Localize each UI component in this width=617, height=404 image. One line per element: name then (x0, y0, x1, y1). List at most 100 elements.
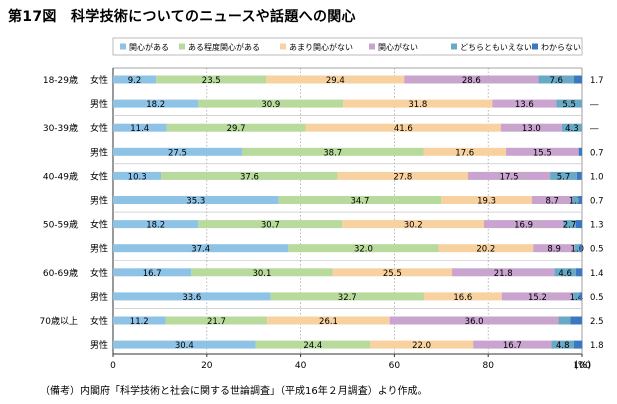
legend-label-3: 関心がない (378, 42, 418, 52)
gender-label-4-0: 女性 (90, 267, 108, 279)
bar-0-0-1 (156, 75, 267, 84)
bar-0-1-1 (198, 99, 344, 108)
value-label-0-0-2: 29.4 (326, 76, 345, 86)
value-label-4-1-5: 0.5 (590, 293, 604, 303)
bar-4-1-3 (501, 292, 574, 301)
bar-2-1-2 (441, 196, 532, 204)
bar-4-0-2 (332, 268, 453, 277)
value-label-1-0-5: ― (590, 124, 599, 134)
value-label-5-0-2: 26.1 (319, 317, 338, 327)
bar-4-1-2 (423, 292, 502, 301)
value-label-2-1-5: 0.7 (590, 197, 604, 207)
value-label-3-1-5: 0.5 (590, 245, 604, 255)
value-label-5-1-5: 1.8 (590, 341, 604, 351)
value-label-4-0-1: 30.1 (252, 269, 271, 279)
bar-3-1-3 (533, 244, 575, 253)
value-label-1-0-0: 11.4 (130, 124, 149, 134)
age-label-0: 18-29歳 (43, 74, 78, 86)
gender-label-2-1: 男性 (90, 195, 108, 207)
bar-4-0-1 (191, 268, 333, 277)
legend-box (112, 37, 583, 56)
age-label-2: 40-49歳 (43, 170, 78, 182)
value-label-4-1-1: 32.7 (338, 293, 357, 303)
age-label-3: 50-59歳 (43, 219, 78, 231)
gender-label-3-0: 女性 (90, 219, 108, 231)
value-label-5-0-3: 36.0 (465, 317, 484, 327)
gender-label-5-0: 女性 (90, 315, 108, 327)
value-label-3-0-3: 16.9 (514, 221, 533, 231)
value-label-2-1-2: 19.3 (477, 197, 496, 207)
value-label-3-0-4: 2.7 (563, 221, 577, 231)
age-label-1: 30-39歳 (43, 122, 78, 134)
legend-swatch-1 (179, 43, 185, 50)
bar-2-1-4 (572, 196, 579, 204)
bar-1-1-1 (241, 147, 424, 156)
x-tick-label-100: 100 (573, 361, 590, 371)
value-label-3-1-1: 32.0 (354, 245, 373, 255)
value-label-0-1-0: 18.2 (146, 100, 165, 110)
value-label-3-1-2: 20.2 (476, 245, 495, 255)
value-label-0-0-0: 9.2 (128, 76, 142, 86)
legend-swatch-5 (532, 43, 538, 50)
age-label-4: 60-69歳 (43, 267, 78, 279)
bar-5-0-5 (570, 316, 582, 325)
value-label-4-1-4: 1.4 (570, 293, 584, 303)
bar-0-0-2 (266, 75, 405, 84)
bar-3-0-3 (483, 220, 564, 229)
bar-1-0-1 (166, 123, 306, 132)
bar-2-0-1 (161, 171, 338, 180)
bar-1-1-5 (578, 147, 582, 156)
bar-5-1-5 (574, 340, 583, 349)
value-label-3-0-1: 30.7 (261, 221, 280, 231)
value-label-0-1-2: 31.8 (408, 100, 427, 110)
bar-3-1-1 (288, 244, 439, 253)
bar-0-1-4 (556, 99, 582, 108)
value-label-2-0-2: 27.8 (393, 172, 412, 182)
bar-3-0-0 (113, 220, 199, 229)
bar-4-1-4 (573, 292, 580, 301)
legend-swatch-4 (451, 43, 457, 50)
value-label-3-0-5: 1.3 (590, 221, 604, 231)
bar-4-0-5 (575, 268, 583, 277)
x-tick-label-80: 80 (482, 361, 494, 371)
gender-label-2-0: 女性 (90, 170, 108, 182)
bar-4-1-0 (113, 292, 271, 301)
value-label-4-0-2: 25.5 (383, 269, 402, 279)
value-label-1-1-5: 0.7 (590, 148, 604, 158)
bar-5-1-3 (473, 340, 552, 349)
x-tick-label-40: 40 (295, 361, 307, 371)
bar-2-0-2 (337, 171, 469, 180)
value-label-1-0-2: 41.6 (394, 124, 413, 134)
gender-label-1-0: 女性 (90, 122, 108, 134)
bar-4-1-1 (270, 292, 424, 301)
value-label-1-0-3: 13.0 (522, 124, 541, 134)
value-label-3-1-0: 37.4 (191, 245, 210, 255)
value-label-2-0-1: 37.6 (240, 172, 259, 182)
value-label-0-1-4: 5.5 (562, 100, 576, 110)
bar-2-1-0 (113, 196, 279, 204)
legend-label-1: ある程度関心がある (188, 42, 260, 52)
bar-1-0-0 (113, 123, 167, 132)
gender-label-1-1: 男性 (90, 146, 108, 158)
bar-3-1-4 (574, 244, 580, 253)
value-label-3-0-2: 30.2 (404, 221, 423, 231)
value-label-4-1-3: 15.2 (528, 293, 547, 303)
legend-swatch-3 (369, 43, 375, 50)
bar-2-1-5 (578, 196, 582, 204)
value-label-0-0-5: 1.7 (590, 76, 604, 86)
value-label-4-0-3: 21.8 (494, 269, 513, 279)
value-label-5-0-1: 21.7 (207, 317, 226, 327)
bar-1-1-0 (113, 147, 242, 156)
bar-5-1-4 (551, 340, 575, 349)
bar-5-0-4 (558, 316, 571, 325)
x-tick-label-20: 20 (201, 361, 213, 371)
bar-3-0-2 (342, 220, 484, 229)
value-label-2-0-0: 10.3 (128, 172, 147, 182)
gender-label-0-0: 女性 (90, 74, 108, 86)
value-label-1-1-1: 38.7 (323, 148, 342, 158)
bar-4-0-3 (452, 268, 555, 277)
bar-3-0-5 (575, 220, 582, 229)
bar-2-0-3 (468, 171, 551, 180)
value-label-2-1-0: 35.3 (186, 197, 205, 207)
